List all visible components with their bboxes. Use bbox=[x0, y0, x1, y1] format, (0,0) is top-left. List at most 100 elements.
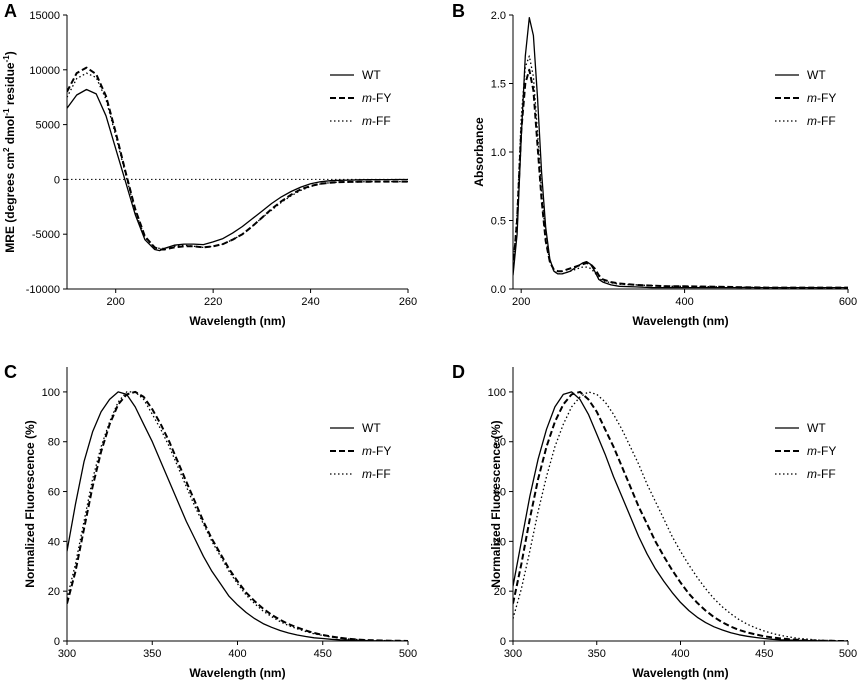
legend-label: m-FY bbox=[807, 91, 836, 105]
panel-d: D 300 350 400 450 500 0 20 40 60 80 100 Wavelength (… bbox=[452, 362, 857, 680]
legend-label-prefix: m bbox=[807, 444, 817, 458]
x-tick-label: 200 bbox=[107, 296, 125, 308]
x-tick-label: 450 bbox=[755, 648, 773, 660]
y-tick-label: 80 bbox=[494, 437, 506, 449]
x-tick-label: 240 bbox=[301, 296, 319, 308]
y-axis-title: Absorbance bbox=[472, 117, 486, 187]
x-axis-title: Wavelength (nm) bbox=[189, 314, 285, 328]
series-line-wt bbox=[513, 391, 848, 641]
x-tick-label: 200 bbox=[512, 296, 530, 308]
y-tick-label: 0 bbox=[54, 174, 60, 186]
legend-label-prefix: m bbox=[362, 467, 372, 481]
legend-label-prefix: m bbox=[362, 114, 372, 128]
legend-label: m-FY bbox=[362, 91, 391, 105]
series-line-m-fy bbox=[67, 390, 408, 641]
y-axis-title-part: residue bbox=[3, 62, 17, 108]
y-tick-label: 20 bbox=[494, 586, 506, 598]
legend-label: WT bbox=[807, 68, 826, 82]
y-axis-title-part: ) bbox=[3, 51, 17, 55]
legend-label-rest: -FF bbox=[372, 467, 391, 481]
x-axis-title: Wavelength (nm) bbox=[632, 666, 728, 680]
panel-letter: C bbox=[4, 362, 17, 382]
legend-label: WT bbox=[362, 68, 381, 82]
legend-label: m-FY bbox=[362, 444, 391, 458]
panel-b: B 200 400 600 0.0 0.5 1.0 1.5 2.0 Wavelength (nm)… bbox=[452, 1, 857, 328]
legend-label-prefix: m bbox=[362, 91, 372, 105]
y-tick-label: 2.0 bbox=[491, 10, 506, 22]
y-tick-label: 1.5 bbox=[491, 79, 506, 91]
legend-label-rest: -FF bbox=[372, 114, 391, 128]
y-tick-label: 5000 bbox=[36, 120, 60, 132]
x-tick-label: 300 bbox=[504, 648, 522, 660]
y-axis-title-part: -1 bbox=[2, 55, 11, 63]
y-axis-title-part: 2 bbox=[2, 147, 11, 152]
y-axis-title-part: dmol bbox=[3, 116, 17, 148]
x-tick-label: 600 bbox=[839, 296, 857, 308]
y-tick-label: 80 bbox=[48, 437, 60, 449]
x-tick-label: 450 bbox=[314, 648, 332, 660]
legend-label-prefix: m bbox=[807, 467, 817, 481]
series-line-wt bbox=[67, 88, 408, 252]
y-tick-label: 20 bbox=[48, 586, 60, 598]
y-tick-label: 40 bbox=[48, 536, 60, 548]
legend-label: WT bbox=[807, 421, 826, 435]
series-line-m-fy bbox=[513, 68, 848, 289]
legend-label-prefix: m bbox=[362, 444, 372, 458]
y-tick-label: -5000 bbox=[32, 229, 60, 241]
series-line-m-ff bbox=[513, 55, 848, 289]
y-tick-label: 1.0 bbox=[491, 147, 506, 159]
y-axis-title: Normalized Fluorescence (%) bbox=[489, 420, 503, 587]
series-line-wt bbox=[67, 391, 408, 641]
y-tick-label: 60 bbox=[48, 487, 60, 499]
legend-label-rest: -FF bbox=[817, 114, 836, 128]
legend-label-rest: -FF bbox=[817, 467, 836, 481]
x-tick-label: 500 bbox=[399, 648, 417, 660]
y-tick-label: 0 bbox=[54, 636, 60, 648]
legend-label: m-FY bbox=[807, 444, 836, 458]
legend-label: m-FF bbox=[362, 114, 391, 128]
x-tick-label: 350 bbox=[588, 648, 606, 660]
series-line-m-ff bbox=[67, 72, 408, 250]
panel-letter: B bbox=[452, 1, 465, 21]
panel-letter: A bbox=[4, 1, 17, 21]
legend-label: m-FF bbox=[807, 467, 836, 481]
y-axis-title-part: MRE (degrees cm bbox=[3, 152, 17, 253]
y-axis-title: MRE (degrees cm2 dmol-1 residue-1) bbox=[2, 51, 17, 252]
panel-letter: D bbox=[452, 362, 465, 382]
legend-label: WT bbox=[362, 421, 381, 435]
y-tick-label: 100 bbox=[42, 387, 60, 399]
x-tick-label: 220 bbox=[204, 296, 222, 308]
legend-label-rest: -FY bbox=[372, 444, 391, 458]
x-tick-label: 300 bbox=[58, 648, 76, 660]
series-line-m-ff bbox=[513, 391, 848, 641]
x-tick-label: 500 bbox=[839, 648, 857, 660]
y-tick-label: 15000 bbox=[29, 10, 60, 22]
x-axis-title: Wavelength (nm) bbox=[189, 666, 285, 680]
x-tick-label: 260 bbox=[399, 296, 417, 308]
y-axis-title-part: -1 bbox=[2, 108, 11, 116]
legend-label: m-FF bbox=[362, 467, 391, 481]
y-tick-label: 40 bbox=[494, 536, 506, 548]
y-tick-label: -10000 bbox=[26, 284, 60, 296]
legend-label-rest: -FY bbox=[817, 91, 836, 105]
y-tick-label: 10000 bbox=[29, 65, 60, 77]
x-tick-label: 400 bbox=[671, 648, 689, 660]
y-axis-title: Normalized Fluorescence (%) bbox=[23, 420, 37, 587]
legend-label-prefix: m bbox=[807, 114, 817, 128]
legend-label-rest: -FY bbox=[817, 444, 836, 458]
y-tick-label: 0 bbox=[500, 636, 506, 648]
legend-label-rest: -FY bbox=[372, 91, 391, 105]
series-line-wt bbox=[513, 17, 848, 289]
x-tick-label: 400 bbox=[228, 648, 246, 660]
y-tick-label: 60 bbox=[494, 487, 506, 499]
legend-label: m-FF bbox=[807, 114, 836, 128]
x-tick-label: 350 bbox=[143, 648, 161, 660]
x-tick-label: 400 bbox=[675, 296, 693, 308]
panel-a: A 200 220 240 260 -10000 -5000 0 5000 10000 15000 W… bbox=[2, 1, 417, 328]
series-line-m-ff bbox=[67, 391, 408, 641]
y-tick-label: 100 bbox=[488, 387, 506, 399]
x-axis-title: Wavelength (nm) bbox=[632, 314, 728, 328]
panel-c: C 300 350 400 450 500 0 20 40 60 80 100 Wavelength (… bbox=[4, 362, 417, 680]
series-line-m-fy bbox=[513, 390, 848, 641]
